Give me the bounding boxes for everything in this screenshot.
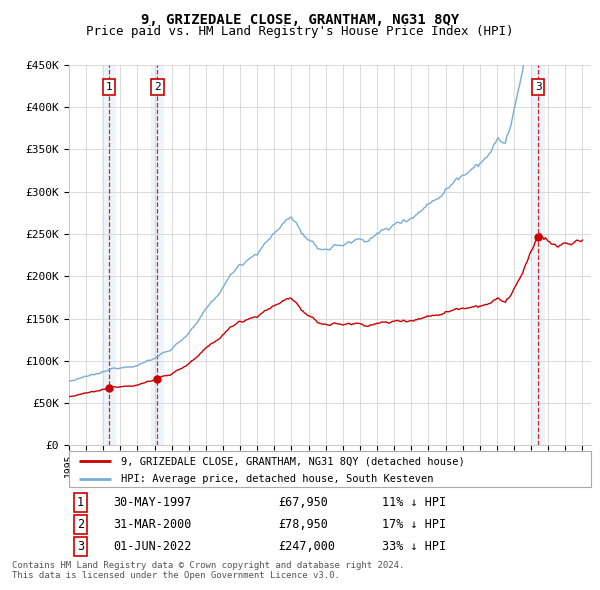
Text: 17% ↓ HPI: 17% ↓ HPI	[382, 517, 446, 531]
Text: This data is licensed under the Open Government Licence v3.0.: This data is licensed under the Open Gov…	[12, 571, 340, 580]
Text: Price paid vs. HM Land Registry's House Price Index (HPI): Price paid vs. HM Land Registry's House …	[86, 25, 514, 38]
Text: 31-MAR-2000: 31-MAR-2000	[113, 517, 192, 531]
Text: HPI: Average price, detached house, South Kesteven: HPI: Average price, detached house, Sout…	[121, 474, 434, 484]
Text: £67,950: £67,950	[278, 496, 328, 509]
Text: 9, GRIZEDALE CLOSE, GRANTHAM, NG31 8QY: 9, GRIZEDALE CLOSE, GRANTHAM, NG31 8QY	[141, 13, 459, 27]
Text: £247,000: £247,000	[278, 540, 335, 553]
Text: 30-MAY-1997: 30-MAY-1997	[113, 496, 192, 509]
Text: 11% ↓ HPI: 11% ↓ HPI	[382, 496, 446, 509]
Text: 3: 3	[535, 82, 542, 92]
Bar	[151, 65, 164, 445]
FancyBboxPatch shape	[69, 451, 591, 487]
Text: 2: 2	[154, 82, 161, 92]
Text: Contains HM Land Registry data © Crown copyright and database right 2024.: Contains HM Land Registry data © Crown c…	[12, 560, 404, 569]
Bar	[532, 65, 545, 445]
Bar	[102, 65, 116, 445]
Text: 3: 3	[77, 540, 84, 553]
Text: 01-JUN-2022: 01-JUN-2022	[113, 540, 192, 553]
Text: 1: 1	[77, 496, 84, 509]
Text: 9, GRIZEDALE CLOSE, GRANTHAM, NG31 8QY (detached house): 9, GRIZEDALE CLOSE, GRANTHAM, NG31 8QY (…	[121, 456, 465, 466]
Text: 1: 1	[106, 82, 112, 92]
Text: 2: 2	[77, 517, 84, 531]
Text: £78,950: £78,950	[278, 517, 328, 531]
Text: 33% ↓ HPI: 33% ↓ HPI	[382, 540, 446, 553]
